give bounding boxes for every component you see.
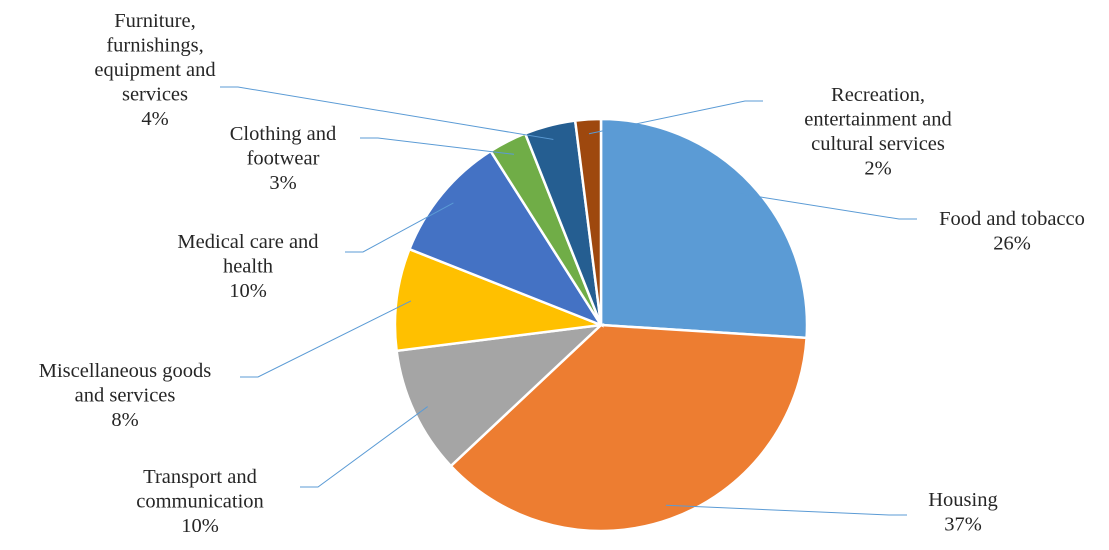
- slice-label-line: health: [223, 256, 273, 278]
- leader-lines: [220, 86, 917, 516]
- slice-label-line: Housing: [928, 489, 997, 511]
- slice-percent: 26%: [993, 233, 1031, 255]
- slice-label-7: Recreation, entertainment and cultural ser…: [804, 84, 951, 180]
- slice-label-line: equipment and: [94, 59, 215, 81]
- slice-label-line: Transport and: [143, 466, 257, 488]
- slice-label-line: Food and tobacco: [939, 208, 1085, 230]
- pie-slice-7: [573, 117, 603, 326]
- slice-label-5: Clothing and footwear 3%: [230, 123, 336, 194]
- slice-percent: 3%: [269, 172, 296, 194]
- slice-label-line: Medical care and: [177, 231, 318, 253]
- pie-slice-1: [449, 323, 808, 533]
- slice-label-1: Housing 37%: [928, 489, 997, 536]
- slice-percent: 10%: [181, 515, 219, 537]
- slice-label-3: Miscellaneous goods and services 8%: [39, 360, 212, 431]
- slice-label-2: Transport and communication 10%: [136, 466, 264, 537]
- slice-labels: Food and tobacco 26% Housing 37% Transport a…: [39, 10, 1085, 537]
- pie-slices: [393, 117, 809, 533]
- leader-line-0: [740, 193, 917, 220]
- pie-slice-4: [407, 149, 605, 328]
- leader-line-3: [240, 300, 412, 378]
- slice-label-line: and services: [75, 385, 176, 407]
- slice-label-line: Clothing and: [230, 123, 336, 145]
- slice-label-line: Furniture,: [114, 10, 195, 32]
- pie-slice-2: [395, 323, 605, 468]
- slice-label-line: entertainment and: [804, 109, 951, 131]
- slice-percent: 2%: [864, 158, 891, 180]
- leader-line-6: [220, 86, 554, 140]
- slice-label-line: Recreation,: [831, 84, 925, 106]
- leader-line-7: [588, 100, 763, 135]
- slice-label-line: services: [122, 84, 188, 106]
- slice-label-6: Furniture, furnishings, equipment and servi…: [94, 10, 215, 130]
- pie-slice-3: [393, 247, 602, 353]
- slice-label-line: footwear: [247, 148, 320, 170]
- leader-line-1: [665, 504, 907, 516]
- slice-label-line: communication: [136, 491, 264, 513]
- leader-line-2: [300, 406, 428, 488]
- slice-percent: 8%: [111, 409, 138, 431]
- slice-label-4: Medical care and health 10%: [177, 231, 318, 302]
- slice-percent: 10%: [229, 280, 267, 302]
- slice-percent: 37%: [944, 514, 982, 536]
- slice-label-line: cultural services: [811, 133, 945, 155]
- pie-slice-0: [599, 117, 809, 340]
- slice-label-line: Miscellaneous goods: [39, 360, 212, 382]
- leader-line-4: [345, 202, 454, 253]
- slice-label-0: Food and tobacco 26%: [939, 208, 1085, 255]
- leader-line-5: [360, 137, 515, 155]
- slice-percent: 4%: [141, 108, 168, 130]
- slice-label-line: furnishings,: [106, 35, 203, 57]
